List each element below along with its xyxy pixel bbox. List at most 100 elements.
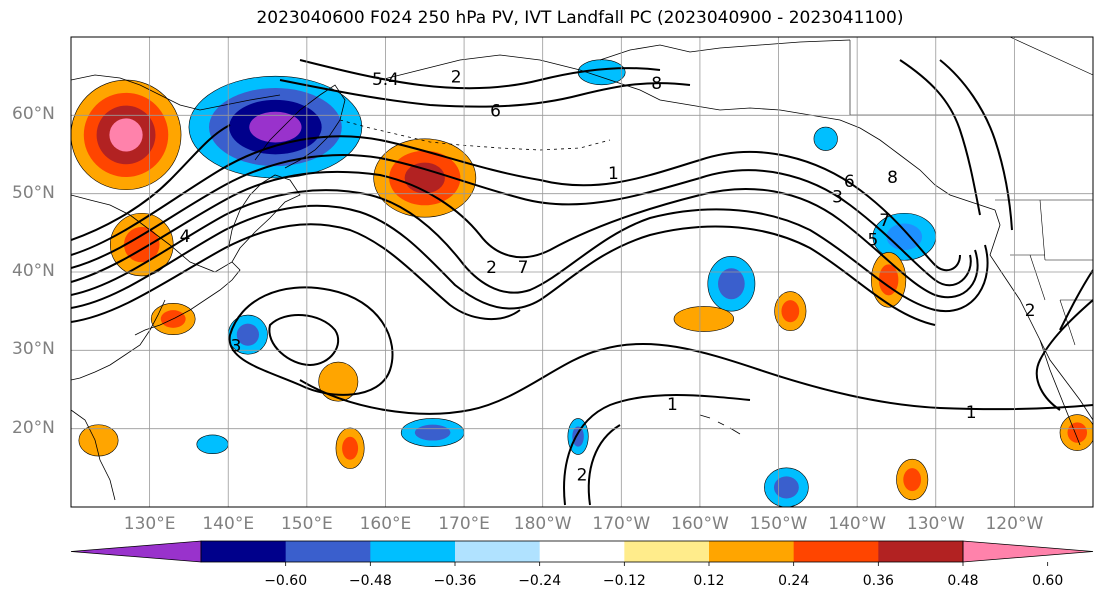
pv-level-2 xyxy=(404,162,445,194)
colorbar-tick-label: −0.48 xyxy=(348,573,392,589)
pv-anomaly-south-negative-1 xyxy=(227,314,268,355)
contour-label: 1 xyxy=(966,403,977,423)
pv-anomaly-mid-positive-2 xyxy=(774,291,807,332)
contour-north-1 xyxy=(299,59,661,90)
contour-label: 8 xyxy=(651,74,662,94)
pv-anomaly-south-positive-1 xyxy=(318,361,359,402)
pv-anomaly-arctic-negative xyxy=(577,59,626,86)
pv-level-1 xyxy=(903,468,922,492)
contour-north-2 xyxy=(279,79,691,108)
contour-label: 2 xyxy=(1025,301,1036,321)
colorbar-tick-label: 0.36 xyxy=(862,573,894,589)
contour-label: 2 xyxy=(577,466,588,486)
pv-shading-layer xyxy=(71,59,1093,507)
pv-anomaly-southwest-negative xyxy=(196,434,229,455)
colorbar-tick-label: −0.60 xyxy=(264,573,308,589)
pv-level-0 xyxy=(813,126,838,151)
pv-level-1 xyxy=(773,476,799,499)
contour-label: 8 xyxy=(887,168,898,188)
contour-west-loop xyxy=(71,124,231,241)
alaska-coastline xyxy=(379,54,996,211)
colorbar-segment xyxy=(878,541,964,562)
contour-label: 1 xyxy=(608,164,619,184)
contour-label: 3 xyxy=(832,188,843,208)
pv-level-1 xyxy=(342,436,359,460)
pv-anomaly-siberia-positive xyxy=(71,79,182,191)
graticule xyxy=(71,37,1093,507)
contour-label: 5.4 xyxy=(372,70,399,90)
contour-label: 4 xyxy=(180,227,191,247)
latitude-label: 40°N xyxy=(12,261,55,281)
contour-jet-5 xyxy=(71,204,936,326)
pv-anomaly-se-negative xyxy=(764,467,809,507)
colorbar xyxy=(70,540,1094,566)
pv-anomaly-central-negative xyxy=(707,256,756,312)
map-frame xyxy=(70,36,1094,508)
contour-label: 5 xyxy=(867,231,878,251)
pv-level-0 xyxy=(673,306,735,332)
colorbar-tick-label: −0.24 xyxy=(518,573,562,589)
longitude-label: 130°W xyxy=(906,514,965,534)
pv-level-0 xyxy=(78,424,119,457)
colorbar-segment xyxy=(370,541,456,562)
colorbar-segment xyxy=(709,541,795,562)
latitude-label: 60°N xyxy=(12,104,55,125)
latitude-label: 30°N xyxy=(12,339,55,360)
pv-anomaly-kamchatka-negative xyxy=(188,75,363,179)
pv-level-1 xyxy=(781,300,800,323)
contour-jet-4 xyxy=(71,189,989,313)
pv-anomaly-se-positive xyxy=(896,458,929,501)
contour-east-2 xyxy=(1059,269,1093,331)
colorbar-tick-label: 0.48 xyxy=(947,573,979,589)
colorbar-segment xyxy=(624,541,710,562)
longitude-label: 150°E xyxy=(280,514,333,534)
pv-anomaly-tropic-negative xyxy=(567,418,589,455)
us-state-borders xyxy=(1010,254,1093,346)
longitude-label: 140°W xyxy=(828,514,887,534)
colorbar-segment xyxy=(455,541,541,562)
longitude-label: 150°W xyxy=(749,514,808,534)
colorbar-tick-label: 0.60 xyxy=(1032,573,1064,589)
contour-label: 2 xyxy=(451,68,462,88)
contour-label: 2 xyxy=(486,258,497,278)
pv-level-3 xyxy=(249,111,302,143)
contour-label: 6 xyxy=(844,172,855,192)
colorbar-segment xyxy=(793,541,879,562)
longitude-label: 120°W xyxy=(985,514,1044,534)
latitude-label: 50°N xyxy=(12,182,55,203)
pv-level-0 xyxy=(196,434,229,455)
contour-subtropical-high xyxy=(228,286,394,396)
contour-east-1 xyxy=(1035,299,1093,411)
pv-level-1 xyxy=(1067,422,1088,443)
longitude-label: 130°E xyxy=(123,514,176,534)
contour-south-2 xyxy=(563,394,751,506)
contour-label: 6 xyxy=(490,101,501,121)
pv-level-1 xyxy=(236,323,259,346)
pv-level-1 xyxy=(414,424,451,441)
pv-level-0 xyxy=(318,361,359,402)
colorbar-extend-high xyxy=(962,540,1094,563)
pv-anomaly-gulf-negative xyxy=(813,126,838,151)
pv-level-0 xyxy=(577,59,626,86)
contour-label: 7 xyxy=(879,211,890,231)
latitude-label: 20°N xyxy=(12,417,55,438)
pv-anomaly-mid-positive xyxy=(673,306,735,332)
longitude-label: 160°E xyxy=(359,514,412,534)
contour-label: 1 xyxy=(667,395,678,415)
colorbar-tick-label: −0.36 xyxy=(433,573,477,589)
contour-north-4 xyxy=(939,59,1013,231)
japan-coastline xyxy=(134,261,241,336)
pv-anomaly-east-positive xyxy=(1059,414,1093,451)
longitude-label: 180°W xyxy=(513,514,572,534)
pv-level-1 xyxy=(572,426,584,447)
pv-anomaly-south-negative-2 xyxy=(400,418,465,447)
longitude-label: 170°E xyxy=(438,514,490,534)
pv-level-1 xyxy=(718,268,745,300)
contour-label: 3 xyxy=(231,336,242,356)
siberia-coastline xyxy=(71,74,281,111)
contour-jet-1 xyxy=(71,135,961,272)
colorbar-segment xyxy=(539,541,625,562)
colorbar-segment xyxy=(285,541,371,562)
contour-south-1 xyxy=(299,342,1093,415)
colorbar-tick-label: 0.24 xyxy=(778,573,810,589)
